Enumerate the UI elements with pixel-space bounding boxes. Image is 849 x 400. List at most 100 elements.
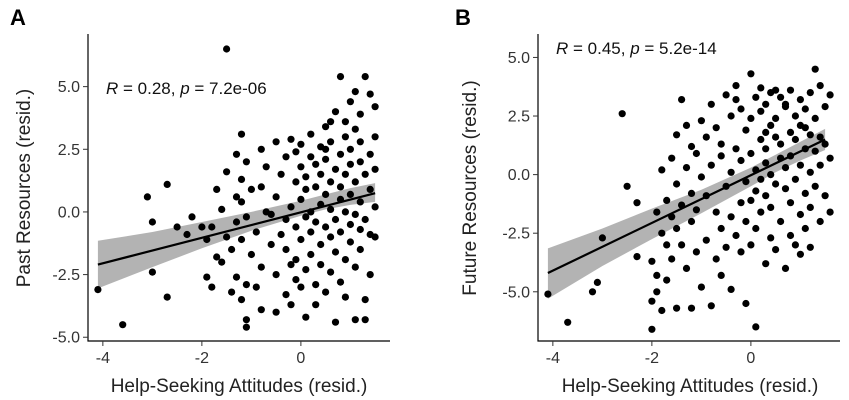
panel-a-data-point	[237, 198, 246, 206]
panel-b-data-point	[816, 217, 824, 226]
panel-a-data-point	[262, 163, 270, 171]
panel-b-data-point	[791, 112, 800, 120]
panel-a-data-point	[282, 153, 290, 161]
panel-b-data-point	[673, 224, 681, 233]
panel-a-data-point	[361, 170, 369, 178]
panel-a-y-tick-label: 0.0	[58, 204, 80, 221]
panel-b-y-tick-label: -5.0	[502, 284, 530, 301]
panel-b-y-tick-label: 5.0	[508, 50, 530, 67]
panel-b-data-point	[752, 323, 760, 331]
panel-a-data-point	[361, 316, 369, 324]
panel-b-data-point	[692, 248, 701, 256]
panel-a-p-symbol: p	[179, 79, 189, 98]
panel-b-data-point	[762, 159, 770, 167]
panel-a-data-point	[237, 296, 246, 304]
panel-b-data-point	[658, 306, 666, 315]
panel-a-data-point	[223, 45, 231, 53]
panel-a-data-point	[242, 281, 250, 289]
panel-a-data-point	[237, 235, 246, 244]
panel-b-data-point	[811, 114, 819, 122]
panel-a-data-point	[331, 248, 340, 256]
panel-a-data-point	[287, 135, 295, 143]
panel-a-data-point	[331, 165, 340, 173]
panel-b-data-point	[732, 96, 740, 104]
panel-b-data-point	[777, 93, 785, 101]
panel-a-data-point	[317, 170, 325, 178]
panel-b-data-point	[791, 135, 800, 144]
panel-a-data-point	[351, 178, 359, 186]
panel-b-data-point	[772, 114, 780, 122]
panel-b-data-point	[811, 182, 819, 190]
panel-b-data-point	[727, 213, 735, 221]
panel-b-correlation-annotation: R = 0.45, p = 5.2e-14	[556, 39, 717, 58]
panel-a-data-point	[272, 271, 280, 279]
panel-a-data-point	[307, 153, 315, 161]
panel-a-data-point	[336, 73, 345, 81]
panel-b-data-point	[801, 189, 809, 197]
panel-b-data-point	[747, 70, 755, 78]
panel-b-data-point	[811, 147, 819, 155]
panel-a-data-point	[148, 218, 156, 226]
panel-b-data-point	[727, 112, 735, 120]
panel-b-data-point	[707, 161, 715, 169]
panel-b-data-point	[816, 161, 824, 169]
panel-a-data-point	[277, 170, 285, 178]
panel-b-data-point	[806, 243, 814, 251]
panel-b-plot-area: -4 -2 0 -5.0 -2.5 0.0 2.5 5.0	[502, 34, 840, 367]
panel-a-y-tick-label: -2.5	[52, 267, 80, 284]
panel-a-r-symbol: R	[106, 79, 118, 98]
panel-a-data-point	[346, 145, 354, 153]
panel-b-data-point	[757, 84, 765, 92]
panel-a-data-point	[242, 323, 250, 331]
panel-b-data-point	[727, 285, 735, 293]
panel-a-data-point	[257, 306, 265, 314]
panel-b-r-value: = 0.45,	[568, 39, 630, 58]
panel-b-x-tick-label: -2	[645, 350, 659, 367]
panel-b-data-point	[762, 260, 770, 268]
panel-a-data-point	[371, 203, 379, 211]
panel-a-data-point	[257, 145, 265, 153]
panel-b-data-point	[737, 199, 745, 207]
panel-a-data-point	[242, 316, 250, 324]
panel-b-data-point	[717, 224, 725, 233]
panel-a-data-point	[331, 215, 340, 224]
panel-a-data-point	[341, 208, 349, 216]
panel-b-data-point	[732, 82, 740, 90]
panel-a-data-point	[322, 155, 330, 163]
panel-b-data-point	[648, 297, 656, 305]
panel-b-data-point	[796, 210, 805, 219]
panel-a-data-point	[307, 130, 315, 138]
panel-b-data-point	[801, 224, 809, 233]
panel-b-data-point	[816, 82, 824, 90]
panel-b-data-point	[781, 100, 790, 108]
panel-b-data-point	[682, 264, 691, 272]
panel-b-data-point	[742, 217, 750, 226]
panel-b-x-tick-label: -4	[546, 350, 560, 367]
panel-b-data-point	[757, 208, 765, 216]
panel-b-data-point	[806, 168, 814, 176]
panel-b-data-point	[757, 107, 765, 115]
panel-b-y-tick-label: 0.0	[508, 167, 530, 184]
panel-b-data-point	[687, 304, 696, 312]
panel-b-data-point	[732, 145, 740, 153]
panel-b-data-point	[796, 161, 805, 169]
panel-a-data-point	[302, 173, 310, 181]
panel-a-data-point	[351, 263, 359, 271]
panel-b-data-point	[687, 189, 696, 197]
panel-a-data-point	[336, 183, 345, 191]
panel-b-data-point	[772, 133, 780, 141]
panel-a-data-point	[336, 278, 345, 286]
panel-a-data-point	[366, 90, 374, 98]
panel-a-data-point	[322, 145, 330, 153]
panel-b-r-symbol: R	[556, 39, 568, 58]
panel-b-data-point	[712, 208, 720, 216]
panel-a-data-point	[252, 228, 260, 236]
panel-b-data-point	[697, 117, 706, 125]
panel-a-data-point	[312, 183, 320, 191]
panel-a-data-point	[218, 205, 226, 213]
panel-a-data-point	[232, 273, 241, 281]
panel-b-data-point	[777, 140, 785, 148]
panel-b-data-point	[737, 248, 745, 256]
panel-a-data-point	[282, 245, 290, 254]
panel-b-y-tick-label: 2.5	[508, 109, 530, 126]
